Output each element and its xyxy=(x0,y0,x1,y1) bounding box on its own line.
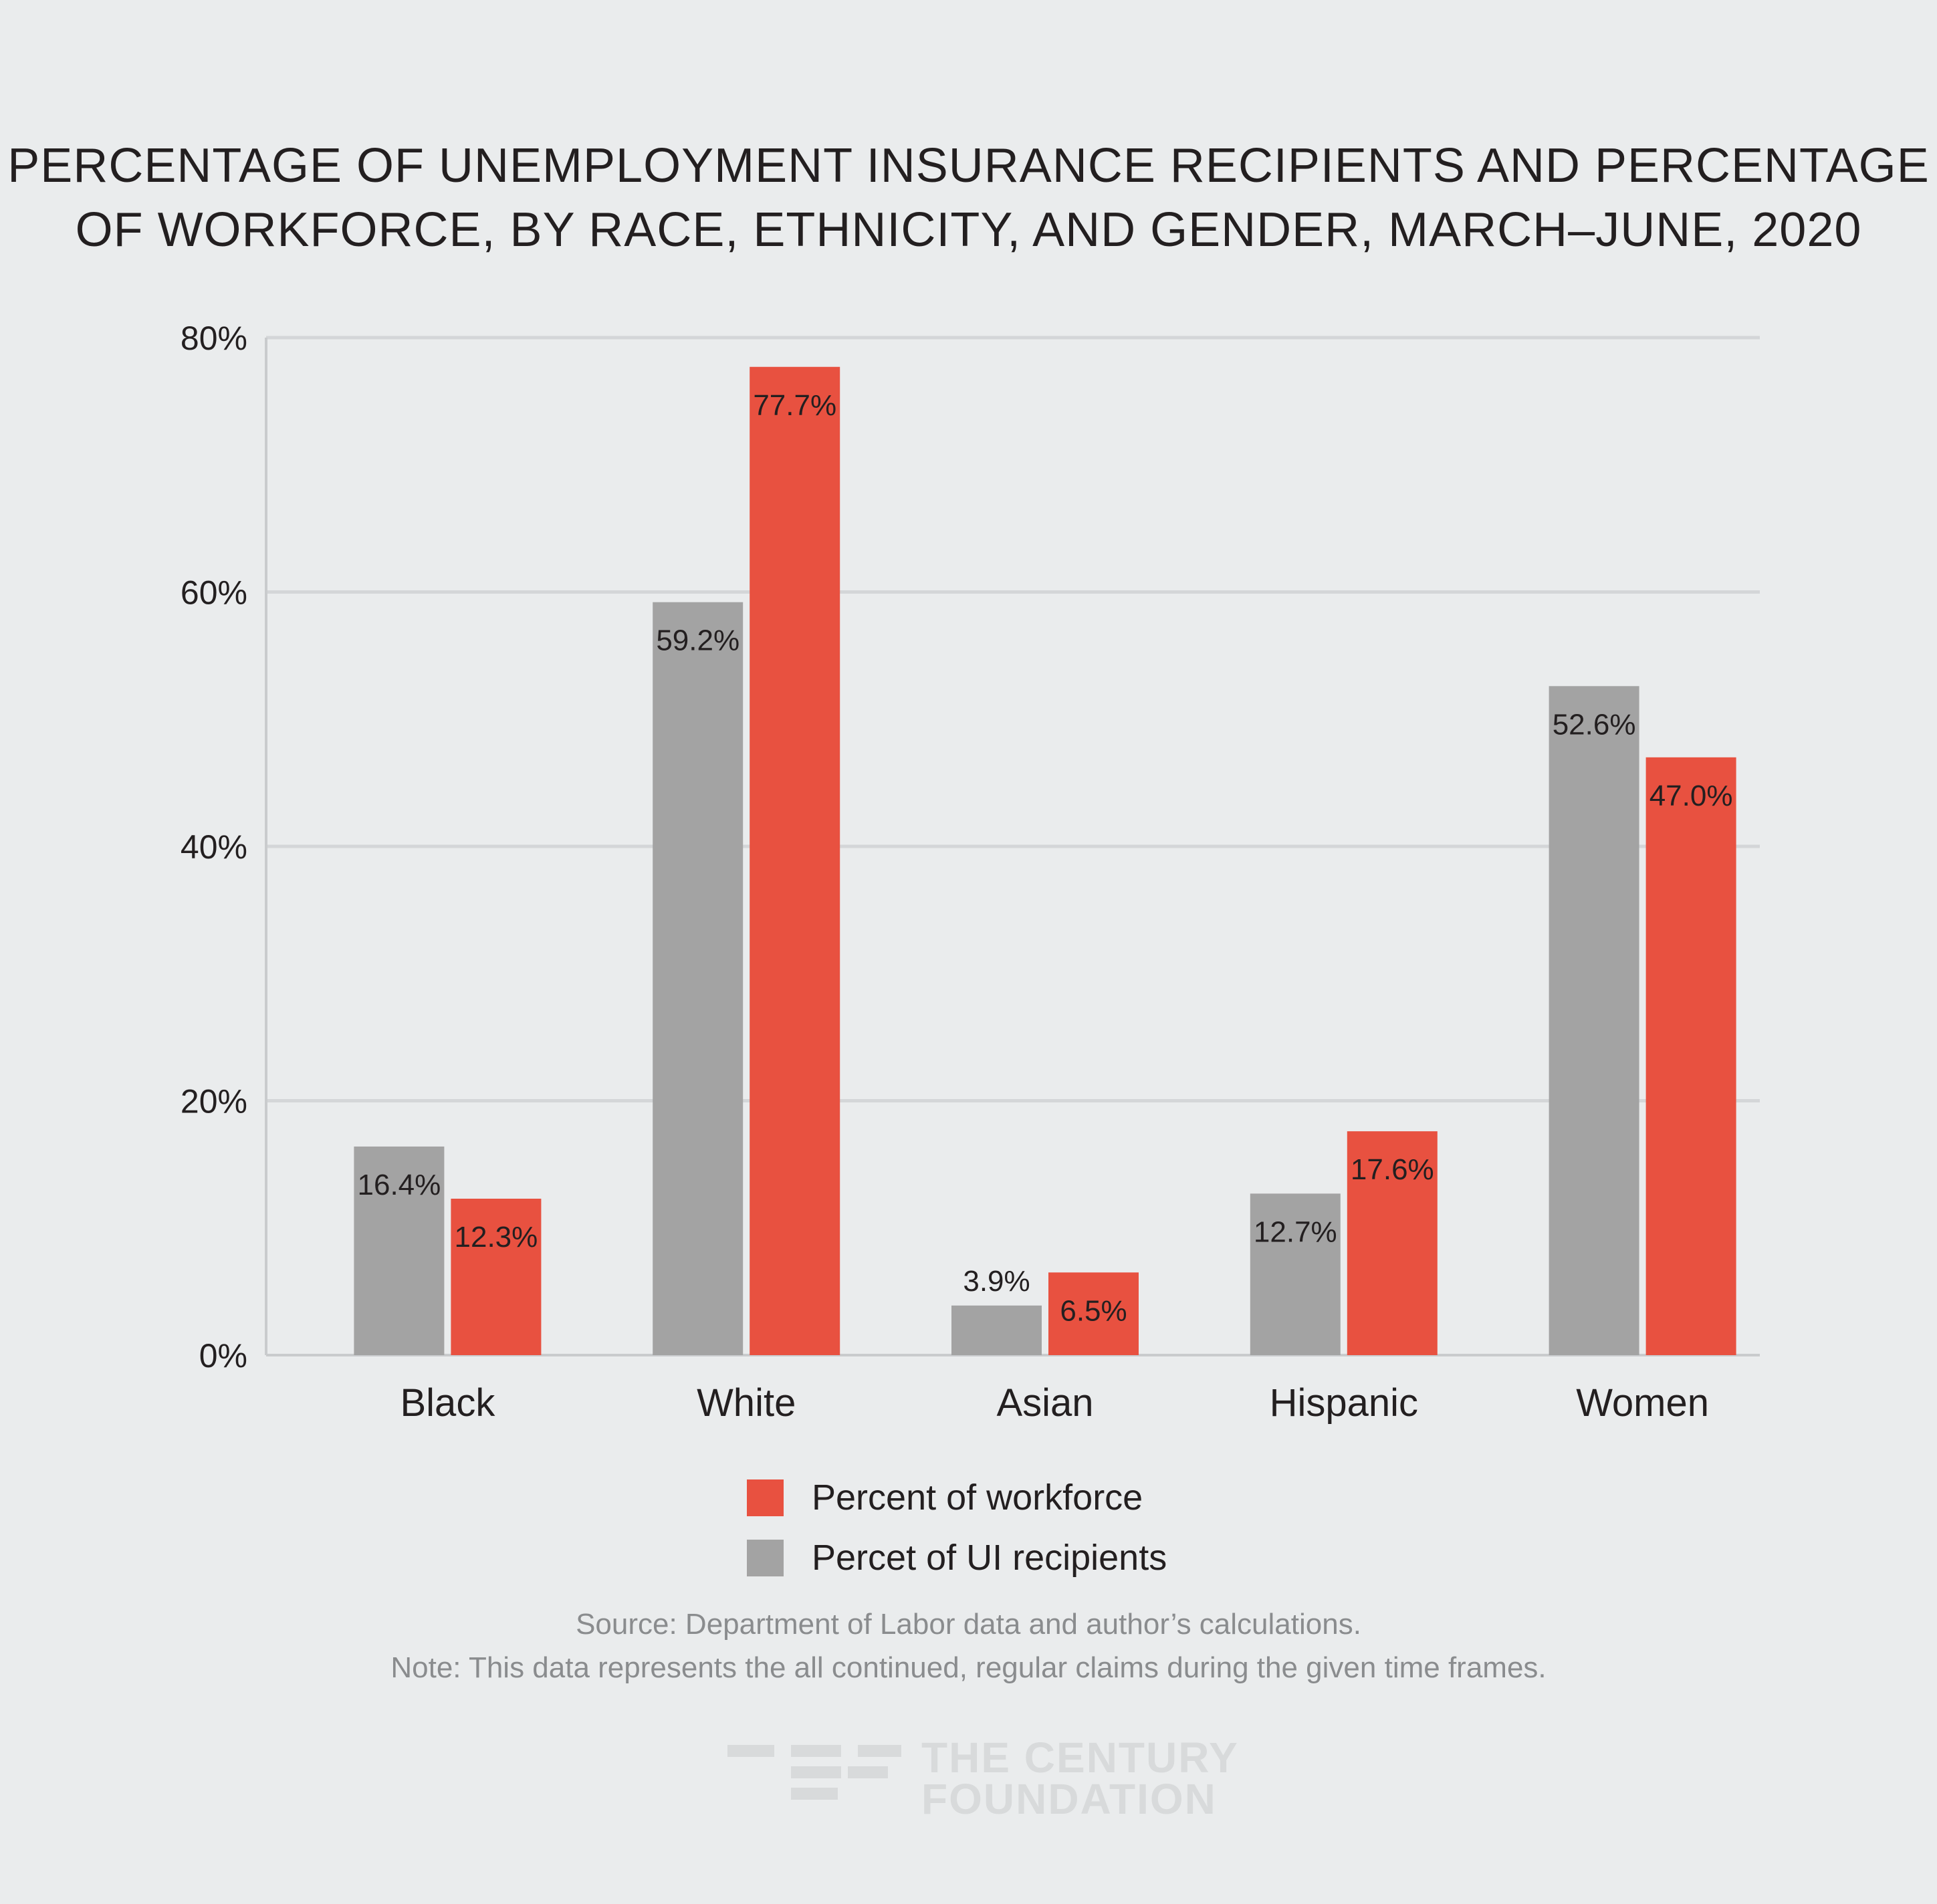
data-label: 77.7% xyxy=(753,389,836,422)
x-tick-label: White xyxy=(697,1381,796,1425)
y-tick-label: 80% xyxy=(181,320,247,357)
data-label: 6.5% xyxy=(1060,1294,1127,1327)
logo-text-line-1: THE CENTURY xyxy=(921,1734,1239,1782)
bar-asian-ui-recipients xyxy=(951,1305,1042,1355)
legend-label-workforce: Percent of workforce xyxy=(812,1477,1143,1518)
data-label: 16.4% xyxy=(358,1169,441,1201)
y-tick-label: 20% xyxy=(181,1083,247,1120)
legend-label-ui-recipients: Percet of UI recipients xyxy=(812,1538,1167,1578)
data-label: 12.7% xyxy=(1254,1215,1337,1248)
data-labels: 16.4% 12.3% 59.2% 77.7% 3.9% 6.5% 12.7% 17.6% 52… xyxy=(358,389,1733,1328)
gridlines xyxy=(266,336,1760,1102)
legend-swatch-ui-recipients xyxy=(747,1539,784,1576)
bar-black-ui-recipients xyxy=(354,1146,445,1355)
bar-white-ui-recipients xyxy=(653,602,744,1355)
bar-asian-workforce xyxy=(1048,1272,1139,1355)
bar-women-workforce xyxy=(1645,757,1736,1355)
data-label: 12.3% xyxy=(455,1221,538,1254)
bar-women-ui-recipients xyxy=(1549,686,1639,1355)
data-label: 17.6% xyxy=(1351,1153,1434,1186)
x-tick-label: Asian xyxy=(996,1381,1093,1425)
chart-title-line-2: OF WORKFORCE, BY RACE, ETHNICITY, AND GE… xyxy=(75,203,1862,257)
century-foundation-logo: THE CENTURY FOUNDATION xyxy=(727,1736,1238,1824)
x-tick-label: Women xyxy=(1576,1381,1709,1425)
legend-swatch-workforce xyxy=(747,1479,784,1516)
legend-item-workforce: Percent of workforce xyxy=(747,1467,1167,1528)
y-tick-label: 60% xyxy=(181,574,247,612)
bar-white-workforce xyxy=(750,366,840,1355)
y-tick-label: 40% xyxy=(181,828,247,866)
legend: Percent of workforce Percet of UI recipi… xyxy=(747,1467,1167,1588)
logo-mark-icon xyxy=(727,1737,901,1824)
y-tick-label: 0% xyxy=(199,1337,247,1375)
data-note: Note: This data represents the all conti… xyxy=(390,1651,1547,1684)
bar-black-workforce xyxy=(451,1198,542,1355)
data-label: 52.6% xyxy=(1553,708,1636,741)
logo-text: THE CENTURY FOUNDATION xyxy=(921,1734,1239,1823)
data-label: 59.2% xyxy=(656,624,739,657)
source-note: Source: Department of Labor data and aut… xyxy=(576,1608,1361,1641)
data-label: 47.0% xyxy=(1649,780,1733,812)
x-tick-label: Hispanic xyxy=(1270,1381,1418,1425)
bar-hispanic-ui-recipients xyxy=(1250,1193,1341,1355)
legend-item-ui-recipients: Percet of UI recipients xyxy=(747,1528,1167,1588)
data-label: 3.9% xyxy=(963,1265,1030,1298)
bar-hispanic-workforce xyxy=(1347,1131,1438,1355)
x-tick-label: Black xyxy=(400,1381,495,1425)
logo-text-line-2: FOUNDATION xyxy=(921,1775,1217,1823)
chart-title: PERCENTAGE OF UNEMPLOYMENT INSURANCE REC… xyxy=(0,134,1937,262)
bars xyxy=(354,366,1736,1355)
chart-title-line-1: PERCENTAGE OF UNEMPLOYMENT INSURANCE REC… xyxy=(7,139,1930,193)
